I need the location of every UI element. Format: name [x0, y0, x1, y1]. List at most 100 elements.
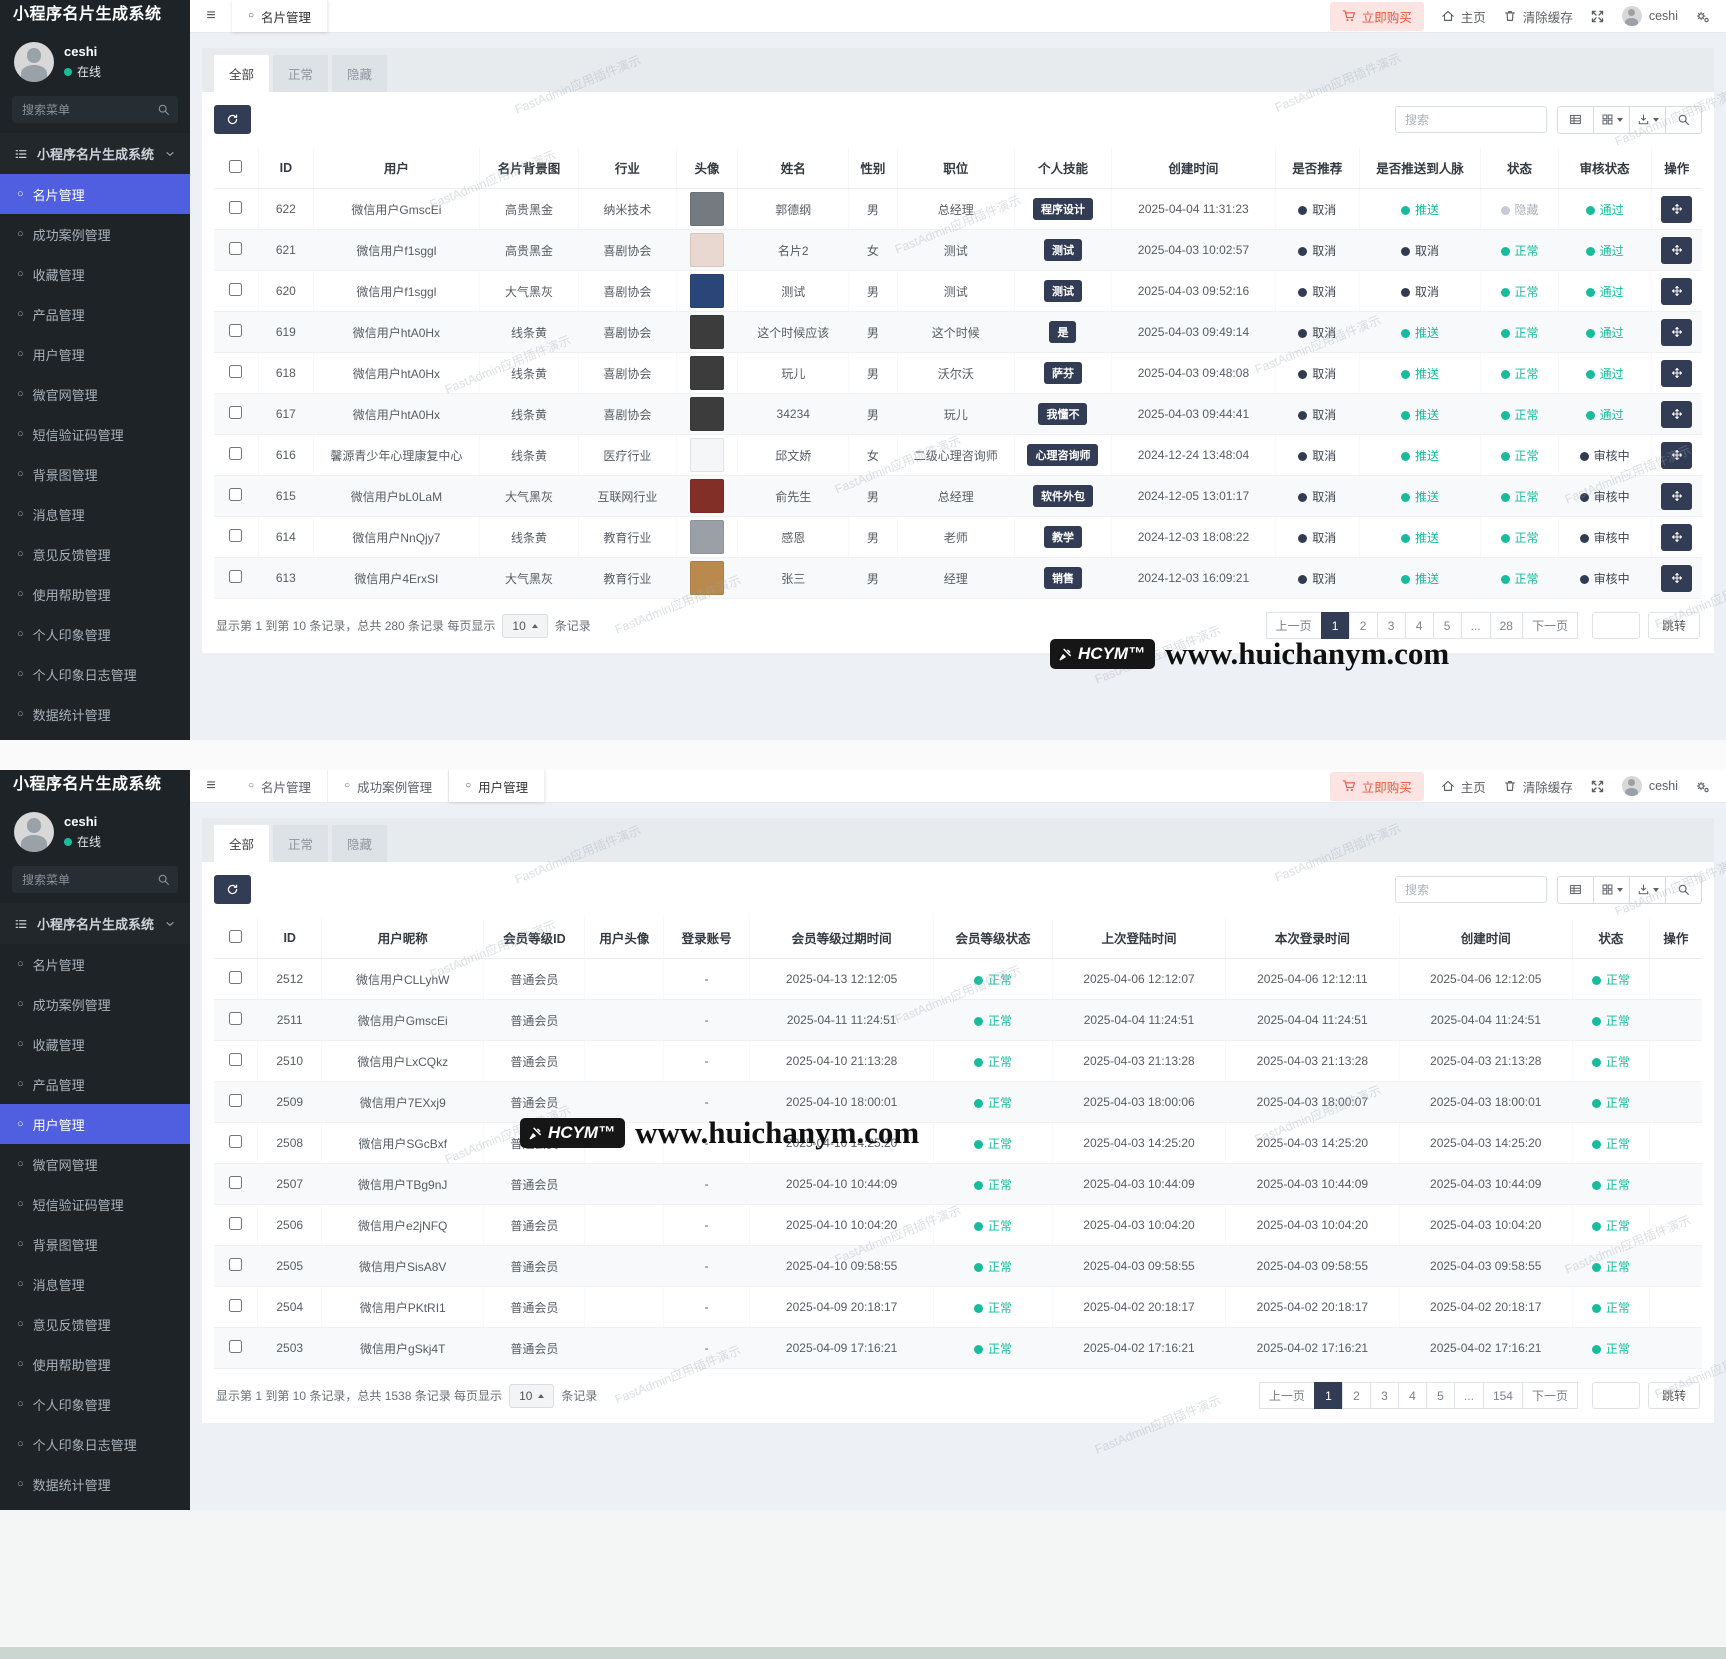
fullscreen-button[interactable]: [1590, 9, 1605, 24]
sidebar-item[interactable]: ○ 消息管理: [0, 1264, 190, 1304]
row-actions-button[interactable]: [1661, 359, 1693, 387]
hamburger-icon[interactable]: ≡: [206, 777, 216, 794]
row-checkbox[interactable]: [229, 971, 243, 984]
filter-tab[interactable]: 全部: [214, 825, 270, 862]
menu-search-input[interactable]: [12, 866, 178, 893]
page-button[interactable]: 2: [1341, 1382, 1371, 1409]
page-button[interactable]: 1: [1313, 1382, 1343, 1409]
row-actions-button[interactable]: [1661, 236, 1693, 264]
sidebar-item[interactable]: ○ 使用帮助管理: [0, 574, 190, 614]
sidebar-item[interactable]: ○ 个人印象日志管理: [0, 654, 190, 694]
fullscreen-button[interactable]: [1590, 779, 1605, 794]
sidebar-item[interactable]: ○ 意见反馈管理: [0, 534, 190, 574]
column-header[interactable]: 操作: [1651, 147, 1702, 189]
user-menu[interactable]: ceshi: [1621, 776, 1678, 796]
row-checkbox[interactable]: [229, 1217, 243, 1230]
sidebar-item[interactable]: ○ 个人印象日志管理: [0, 1424, 190, 1464]
sidebar-item[interactable]: ○ 数据统计管理: [0, 1464, 190, 1504]
row-checkbox[interactable]: [229, 1135, 243, 1148]
row-checkbox[interactable]: [229, 488, 243, 501]
page-button[interactable]: 3: [1376, 612, 1406, 639]
column-header[interactable]: 名片背景图: [479, 147, 580, 189]
sidebar-item[interactable]: ○ 背景图管理: [0, 1224, 190, 1264]
sidebar-group-header[interactable]: 小程序名片生成系统: [0, 903, 190, 944]
column-header[interactable]: 会员等级ID: [483, 917, 586, 959]
row-actions-button[interactable]: [1661, 441, 1693, 469]
page-button[interactable]: 下一页: [1521, 1382, 1578, 1409]
nav-tab[interactable]: ○ 成功案例管理: [328, 770, 450, 802]
column-header[interactable]: 职位: [897, 147, 1015, 189]
row-checkbox[interactable]: [229, 201, 243, 214]
row-actions-button[interactable]: [1661, 318, 1693, 346]
home-link[interactable]: 主页: [1441, 777, 1486, 796]
row-actions-button[interactable]: [1661, 523, 1693, 551]
sidebar-item[interactable]: ○ 用户管理: [0, 334, 190, 374]
row-checkbox[interactable]: [229, 406, 243, 419]
home-link[interactable]: 主页: [1441, 7, 1486, 26]
page-button[interactable]: 下一页: [1521, 612, 1578, 639]
sidebar-item[interactable]: ○ 微官网管理: [0, 1144, 190, 1184]
sidebar-item[interactable]: ○ 数据统计管理: [0, 694, 190, 734]
row-actions-button[interactable]: [1661, 564, 1693, 592]
row-checkbox[interactable]: [229, 1053, 243, 1066]
sidebar-item[interactable]: ○ 微官网管理: [0, 374, 190, 414]
sidebar-item[interactable]: ○ 产品管理: [0, 1064, 190, 1104]
column-header[interactable]: 姓名: [737, 147, 850, 189]
filter-tab[interactable]: 正常: [273, 825, 329, 862]
row-checkbox[interactable]: [229, 529, 243, 542]
row-checkbox[interactable]: [229, 242, 243, 255]
user-menu[interactable]: ceshi: [1621, 6, 1678, 26]
row-checkbox[interactable]: [229, 324, 243, 337]
filter-tab[interactable]: 隐藏: [332, 825, 388, 862]
column-header[interactable]: 是否推送到人脉: [1359, 147, 1482, 189]
filter-tab[interactable]: 正常: [273, 55, 329, 92]
sidebar-item[interactable]: ○ 成功案例管理: [0, 984, 190, 1024]
view-toggle-button[interactable]: [1557, 875, 1594, 904]
filter-tab[interactable]: 全部: [214, 55, 270, 92]
row-checkbox[interactable]: [229, 1299, 243, 1312]
sidebar-item[interactable]: ○ 使用帮助管理: [0, 1344, 190, 1384]
row-actions-button[interactable]: [1661, 400, 1693, 428]
search-toggle-button[interactable]: [1665, 875, 1702, 904]
row-actions-button[interactable]: [1661, 482, 1693, 510]
menu-search-input[interactable]: [12, 96, 178, 123]
clear-cache-link[interactable]: 清除缓存: [1503, 777, 1573, 796]
column-header[interactable]: 会员等级状态: [933, 917, 1053, 959]
column-header[interactable]: 会员等级过期时间: [749, 917, 935, 959]
column-header[interactable]: 头像: [676, 147, 739, 189]
column-header[interactable]: 是否推荐: [1275, 147, 1360, 189]
page-button[interactable]: 1: [1320, 612, 1350, 639]
nav-tab[interactable]: ○ 名片管理: [232, 0, 329, 32]
refresh-button[interactable]: [214, 875, 251, 904]
page-jump-input[interactable]: [1591, 612, 1640, 639]
row-checkbox[interactable]: [229, 447, 243, 460]
page-button[interactable]: 4: [1397, 1382, 1427, 1409]
page-button[interactable]: 2: [1348, 612, 1378, 639]
column-header[interactable]: 状态: [1480, 147, 1559, 189]
columns-button[interactable]: [1593, 875, 1630, 904]
column-header[interactable]: ID: [257, 917, 323, 959]
per-page-select[interactable]: 10: [509, 1383, 555, 1408]
sidebar-item[interactable]: ○ 名片管理: [0, 174, 190, 214]
buy-now-button[interactable]: 立即购买: [1329, 771, 1424, 801]
clear-cache-link[interactable]: 清除缓存: [1503, 7, 1573, 26]
hamburger-icon[interactable]: ≡: [206, 7, 216, 24]
page-button[interactable]: 上一页: [1265, 612, 1322, 639]
sidebar-item[interactable]: ○ 产品管理: [0, 294, 190, 334]
column-header[interactable]: ID: [258, 147, 314, 189]
sidebar-item[interactable]: ○ 个人印象管理: [0, 614, 190, 654]
nav-tab[interactable]: ○ 名片管理: [232, 770, 329, 802]
column-header[interactable]: 上次登陆时间: [1052, 917, 1227, 959]
settings-button[interactable]: [1695, 9, 1710, 24]
sidebar-item[interactable]: ○ 个人印象管理: [0, 1384, 190, 1424]
page-jump-button[interactable]: 跳转: [1647, 612, 1700, 639]
column-header[interactable]: 行业: [578, 147, 677, 189]
page-jump-button[interactable]: 跳转: [1647, 1382, 1700, 1409]
column-header[interactable]: 用户头像: [584, 917, 665, 959]
row-checkbox[interactable]: [229, 570, 243, 583]
sidebar-item[interactable]: ○ 短信验证码管理: [0, 1184, 190, 1224]
search-toggle-button[interactable]: [1665, 105, 1702, 134]
sidebar-item[interactable]: ○ 收藏管理: [0, 1024, 190, 1064]
per-page-select[interactable]: 10: [502, 613, 548, 638]
column-header[interactable]: 本次登录时间: [1225, 917, 1400, 959]
